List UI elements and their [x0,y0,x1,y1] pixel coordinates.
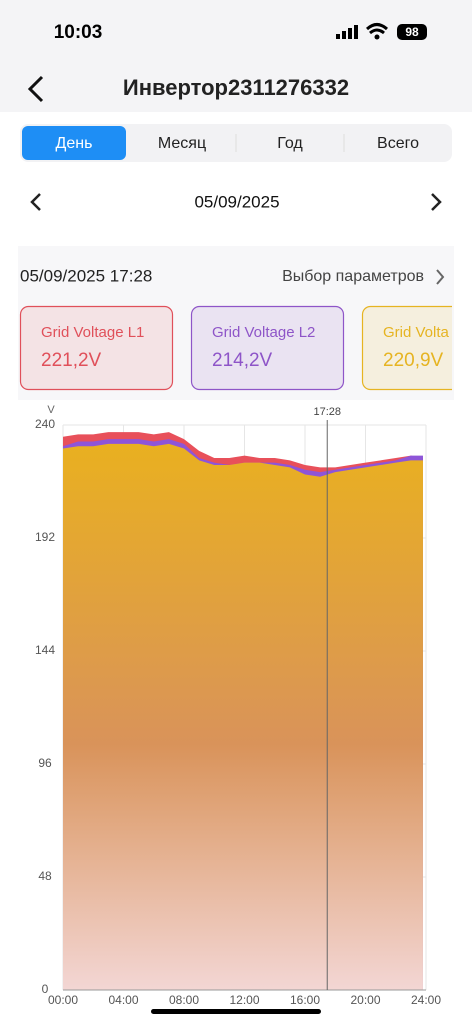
battery-level: 98 [405,25,419,39]
metric-card[interactable] [19,305,174,391]
params-arrow[interactable] [436,269,445,285]
card-name: Grid Voltage L2 [212,324,315,341]
card-value: 220,9V [383,350,444,371]
y-tick-label: 0 [42,982,49,996]
card-value: 214,2V [212,350,273,371]
y-tick-label: 240 [35,417,55,431]
timestamp: 05/09/2025 17:28 [20,266,152,285]
y-tick-label: 96 [38,756,52,770]
card-name: Grid Voltage L1 [41,324,144,341]
x-tick-label: 00:00 [48,993,78,1007]
metric-card[interactable] [361,305,472,391]
x-tick-label: 20:00 [350,993,380,1007]
x-tick-label: 04:00 [108,993,138,1007]
area-series [63,443,423,990]
status-icons [336,23,427,40]
next-date[interactable] [431,193,442,211]
x-tick-label: 12:00 [229,993,259,1007]
y-tick-label: 144 [35,643,55,657]
cursor-label: 17:28 [313,406,341,418]
page-title: Инвертор2311276332 [123,75,349,100]
y-tick-label: 192 [35,530,55,544]
metric-card[interactable] [190,305,345,391]
date: 05/09/2025 [194,192,279,211]
top-bg [0,0,472,112]
card-value: 221,2V [41,350,102,371]
tab[interactable]: День [56,135,93,152]
card-name: Grid Volta [383,324,450,341]
x-tick-label: 16:00 [290,993,320,1007]
tab[interactable]: Месяц [158,135,206,152]
home-indicator [151,1009,321,1014]
x-tick-label: 08:00 [169,993,199,1007]
y-unit: V [47,404,55,416]
active-tab[interactable] [22,126,126,160]
clock: 10:03 [54,22,103,43]
params-button[interactable]: Выбор параметров [282,268,424,285]
tab[interactable]: Всего [377,135,419,152]
x-tick-label: 24:00 [411,993,441,1007]
back-button[interactable] [27,75,44,103]
tab[interactable]: Год [277,135,303,152]
y-tick-label: 48 [38,869,52,883]
prev-date[interactable] [30,193,41,211]
